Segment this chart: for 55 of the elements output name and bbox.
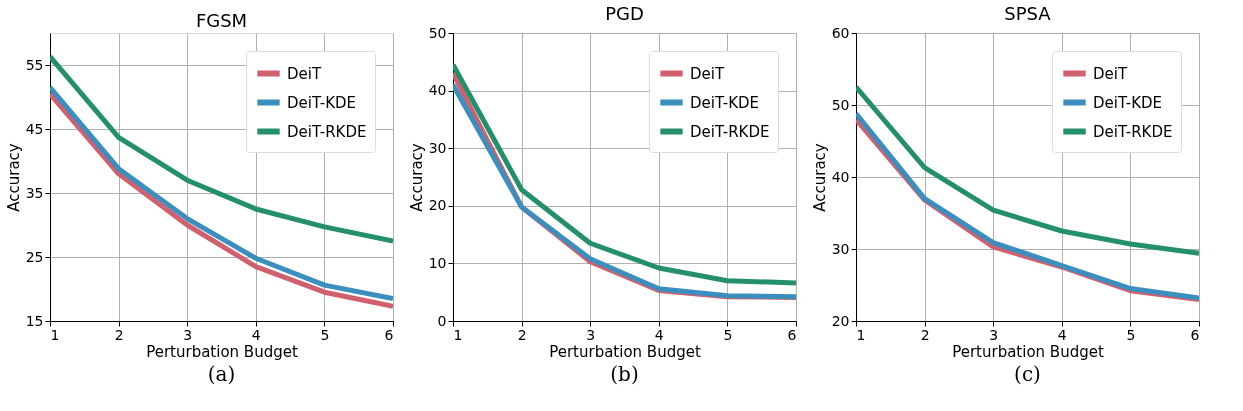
legend-label: DeiT-KDE	[1093, 93, 1163, 112]
legend-label: DeiT-RKDE	[1093, 122, 1173, 141]
y-tick-label: 35	[25, 184, 44, 201]
x-tick-label: 1	[856, 326, 866, 343]
x-tick-label: 3	[183, 326, 193, 343]
x-tick-label: 5	[723, 326, 733, 343]
chart-title: SPSA	[1004, 3, 1052, 24]
y-tick-label: 55	[25, 56, 44, 73]
legend-label: DeiT	[1093, 64, 1128, 83]
y-tick-label: 40	[831, 168, 850, 185]
x-tick-label: 4	[1057, 326, 1067, 343]
x-axis-title: Perturbation Budget	[952, 342, 1104, 361]
x-axis-title: Perturbation Budget	[549, 342, 701, 361]
y-axis-title: Accuracy	[407, 143, 426, 212]
chart-title: PGD	[605, 3, 644, 24]
x-tick-label: 1	[453, 326, 463, 343]
y-tick-label: 40	[428, 82, 447, 99]
text: (a)	[207, 362, 236, 386]
y-tick-label: 15	[25, 312, 44, 329]
chart-title: FGSM	[195, 10, 248, 31]
x-tick-label: 6	[787, 326, 797, 343]
y-tick-label: 10	[428, 254, 447, 271]
y-tick-label: 50	[831, 96, 850, 113]
legend-label: DeiT-KDE	[690, 93, 760, 112]
x-tick-label: 1	[50, 326, 60, 343]
y-tick-label: 0	[437, 312, 447, 329]
legend-label: DeiT-KDE	[287, 93, 357, 112]
y-axis-title: Accuracy	[4, 143, 23, 212]
x-tick-label: 3	[989, 326, 999, 343]
y-tick-label: 60	[831, 24, 850, 41]
y-tick-label: 30	[831, 240, 850, 257]
x-tick-label: 6	[1190, 326, 1200, 343]
x-tick-label: 6	[384, 326, 394, 343]
x-axis-title: Perturbation Budget	[146, 342, 298, 361]
legend-label: DeiT-RKDE	[287, 122, 367, 141]
x-tick-label: 3	[586, 326, 596, 343]
text: (b)	[610, 362, 639, 386]
x-tick-label: 2	[920, 326, 930, 343]
text: (c)	[1014, 362, 1041, 386]
x-tick-label: 4	[251, 326, 261, 343]
y-tick-label: 20	[831, 312, 850, 329]
y-tick-label: 45	[25, 120, 44, 137]
x-tick-label: 5	[320, 326, 330, 343]
y-axis-title: Accuracy	[810, 143, 829, 212]
x-tick-label: 2	[517, 326, 527, 343]
y-tick-label: 25	[25, 248, 44, 265]
legend-label: DeiT	[287, 64, 322, 83]
y-tick-label: 50	[428, 24, 447, 41]
y-tick-label: 30	[428, 139, 447, 156]
legend-label: DeiT-RKDE	[690, 122, 770, 141]
x-tick-label: 5	[1126, 326, 1136, 343]
x-tick-label: 4	[654, 326, 664, 343]
y-tick-label: 20	[428, 197, 447, 214]
x-tick-label: 2	[114, 326, 124, 343]
legend-label: DeiT	[690, 64, 725, 83]
